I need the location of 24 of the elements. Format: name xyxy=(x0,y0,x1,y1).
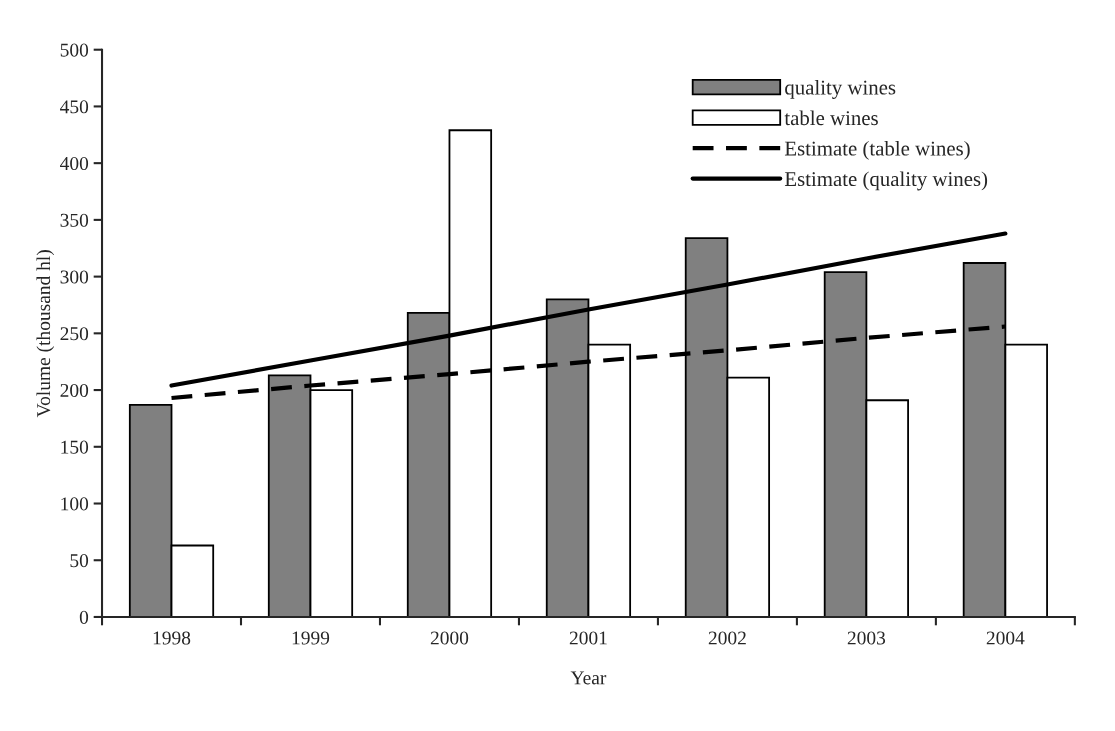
legend-label: table wines xyxy=(784,110,878,126)
legend-label: Estimate (quality wines) xyxy=(784,171,988,191)
y-tick-label: 400 xyxy=(60,156,89,171)
x-axis-title: Year xyxy=(570,671,607,685)
x-tick-label: 2001 xyxy=(569,631,607,645)
y-tick-label: 200 xyxy=(60,383,89,397)
y-tick-label: 50 xyxy=(70,554,89,568)
y-tick-label: 350 xyxy=(60,213,89,227)
x-tick-label: 2002 xyxy=(708,631,746,645)
x-tick-label: 2000 xyxy=(430,631,469,645)
y-tick-label: 150 xyxy=(61,440,89,454)
y-axis-title: Volume (thousand hl) xyxy=(36,250,55,418)
y-tick-label: 100 xyxy=(61,497,89,511)
x-tick-label: 2004 xyxy=(986,631,1025,645)
x-tick-label: 1999 xyxy=(292,631,330,645)
x-tick-label: 2003 xyxy=(847,631,886,645)
y-tick-label: 0 xyxy=(79,610,89,624)
legend-label: Estimate (table wines) xyxy=(784,140,970,160)
x-tick-label: 1998 xyxy=(153,631,191,645)
y-tick-label: 450 xyxy=(60,100,89,114)
y-tick-label: 300 xyxy=(60,270,89,284)
y-tick-label: 500 xyxy=(60,43,89,57)
y-tick-label: 250 xyxy=(60,327,89,341)
legend-label: quality wines xyxy=(785,79,896,99)
